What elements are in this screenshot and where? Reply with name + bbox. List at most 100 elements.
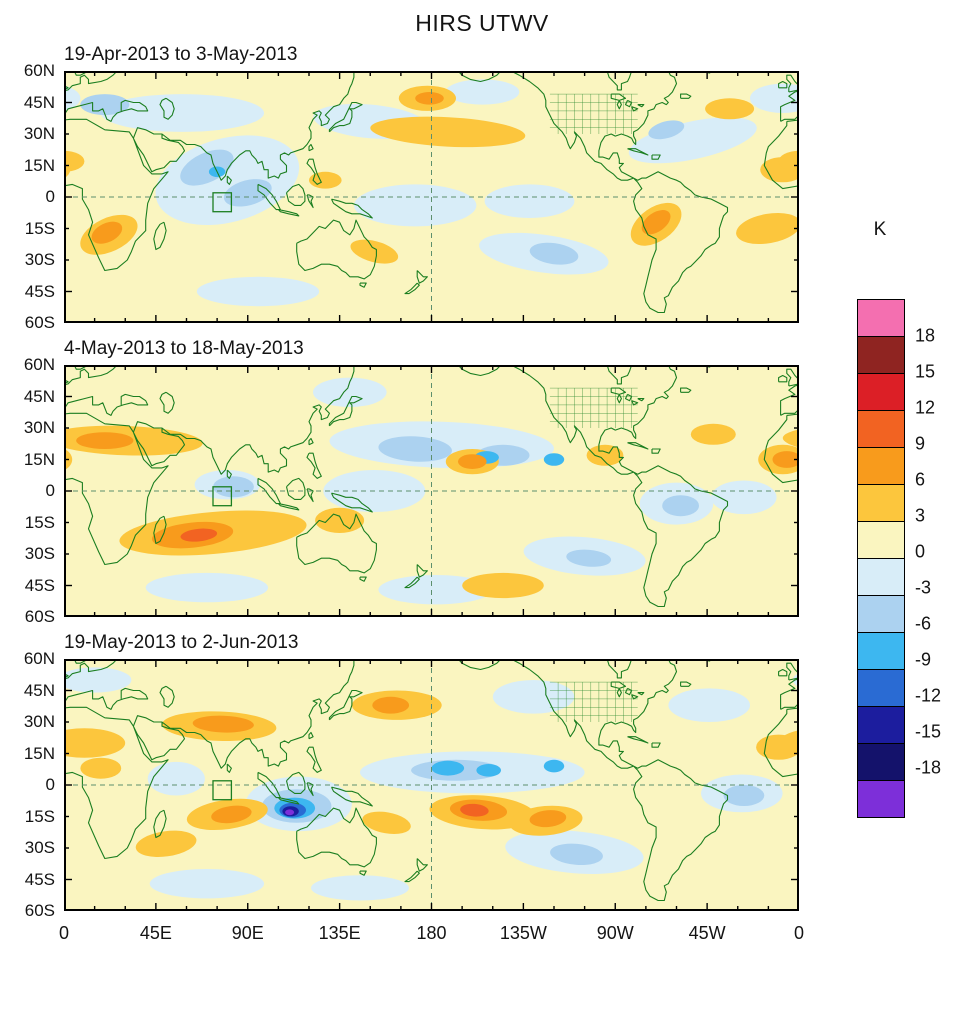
anomaly-blob xyxy=(460,803,489,817)
colorbar-cell xyxy=(858,559,904,596)
lat-tick-label: 30N xyxy=(23,712,55,731)
colorbar-cell xyxy=(858,596,904,633)
anomaly-blob xyxy=(213,476,254,498)
colorbar-cell xyxy=(858,707,904,744)
lon-tick-label: 90E xyxy=(231,923,264,943)
anomaly-blob xyxy=(662,495,699,517)
anomaly-blob xyxy=(315,507,365,533)
anomaly-blob xyxy=(64,85,81,112)
anomaly-blob xyxy=(690,423,736,445)
anomaly-blob xyxy=(723,785,765,806)
anomaly-blob xyxy=(756,734,799,760)
anomaly-blob xyxy=(445,79,520,105)
anomaly-blob xyxy=(350,239,399,264)
anomaly-blob xyxy=(180,528,218,542)
colorbar-cell xyxy=(858,411,904,448)
lon-tick-label: 45W xyxy=(688,923,726,943)
lon-tick-label: 0 xyxy=(793,923,805,943)
anomaly-blob xyxy=(76,432,134,449)
anomaly-blob xyxy=(529,810,567,828)
plot-frame xyxy=(64,71,799,323)
latitude-axis: 60N 45N 30N 15N 0 15S 30S 45S 60S xyxy=(0,61,64,332)
anomaly-blob xyxy=(750,83,799,113)
anomaly-blob xyxy=(91,221,123,244)
lat-tick-label: 60N xyxy=(23,61,55,80)
colorbar-cell xyxy=(858,374,904,411)
anomaly-blob xyxy=(135,830,197,857)
colorbar-cells xyxy=(857,299,905,818)
colorbar-cell xyxy=(858,670,904,707)
lat-tick-label: 30S xyxy=(24,544,55,563)
region-marker-box xyxy=(212,780,233,801)
anomaly-blob xyxy=(668,688,750,722)
anomaly-blob xyxy=(285,809,295,816)
colorbar-cell xyxy=(858,337,904,374)
lat-tick-label: 0 xyxy=(45,481,55,500)
anomaly-blob xyxy=(543,453,565,466)
figure-title: HIRS UTWV xyxy=(415,10,549,36)
anomaly-blob xyxy=(628,117,757,164)
coastline xyxy=(763,662,799,778)
colorbar-tick-label: -3 xyxy=(915,577,932,598)
lat-tick-label: 15S xyxy=(24,218,55,238)
anomaly-blob xyxy=(431,760,465,776)
anomaly-blob xyxy=(149,869,265,899)
anomaly-blob xyxy=(64,150,85,172)
lat-tick-label: 45N xyxy=(23,680,55,700)
anomaly-blob xyxy=(566,549,612,567)
coastline xyxy=(64,659,729,902)
colorbar-cell xyxy=(858,744,904,781)
anomaly-blob xyxy=(64,667,132,693)
colorbar-cell xyxy=(858,485,904,522)
colorbar-scale: 18 15 12 9 6 3 0 -3 -6 -9 -12 -15 -18 xyxy=(857,299,941,818)
lon-tick-label: 180 xyxy=(416,923,447,943)
anomaly-blob xyxy=(145,572,269,603)
anomaly-blob xyxy=(196,276,320,307)
colorbar-tick-label: 0 xyxy=(915,541,926,562)
panel-title: 19-Apr-2013 to 3-May-2013 xyxy=(64,44,298,65)
lat-tick-label: 60S xyxy=(24,901,55,920)
map-panels: 19-Apr-2013 to 3-May-2013 60N 45N 30N 15N 0 15… xyxy=(0,41,804,953)
colorbar-tick-label: 18 xyxy=(915,325,936,346)
lat-tick-label: 60S xyxy=(24,313,55,332)
map-panel-1: 19-Apr-2013 to 3-May-2013 60N 45N 30N 15N 0 15… xyxy=(0,44,799,332)
lon-tick-label: 0 xyxy=(58,923,70,943)
coastline xyxy=(64,365,729,608)
anomaly-blob xyxy=(313,377,387,407)
anomaly-blob xyxy=(309,171,342,189)
anomaly-blob xyxy=(372,696,410,714)
lon-tick-label: 90W xyxy=(596,923,634,943)
anomaly-blob xyxy=(736,212,799,245)
colorbar-tick-label: 3 xyxy=(915,505,926,526)
longitude-axis: 0 45E 90E 135E 180 135W 90W 45W 0 xyxy=(0,919,804,953)
map-svg xyxy=(64,71,799,323)
anomaly-blob xyxy=(311,875,409,901)
lon-tick-label: 135E xyxy=(318,923,361,943)
colorbar-cell xyxy=(858,448,904,485)
colorbar-cell xyxy=(858,633,904,670)
lat-tick-label: 0 xyxy=(45,187,55,206)
colorbar-cell xyxy=(858,300,904,337)
plot-frame xyxy=(64,365,799,617)
anomaly-blob xyxy=(192,715,254,733)
coastline xyxy=(763,74,799,190)
us-state-borders xyxy=(549,93,638,134)
anomaly-blob xyxy=(586,444,624,466)
colorbar-tick-label: 12 xyxy=(915,397,936,418)
lat-tick-label: 45S xyxy=(24,869,55,889)
coastline xyxy=(763,368,799,484)
latitude-axis: 60N 45N 30N 15N 0 15S 30S 45S 60S xyxy=(0,355,64,626)
anomaly-blob xyxy=(550,843,603,866)
anomaly-blob xyxy=(705,98,755,120)
colorbar-cell xyxy=(858,522,904,559)
colorbar: K 18 15 12 9 6 3 0 -3 -6 -9 -12 -15 -18 xyxy=(799,41,964,953)
lat-tick-label: 15N xyxy=(23,743,55,763)
lat-tick-label: 60S xyxy=(24,607,55,626)
lat-tick-label: 15S xyxy=(24,512,55,532)
lon-tick-label: 135W xyxy=(499,923,547,943)
latitude-axis: 60N 45N 30N 15N 0 15S 30S 45S 60S xyxy=(0,649,64,920)
anomaly-blob xyxy=(476,764,502,777)
panel-title: 4-May-2013 to 18-May-2013 xyxy=(64,338,304,359)
colorbar-cell xyxy=(858,781,904,817)
